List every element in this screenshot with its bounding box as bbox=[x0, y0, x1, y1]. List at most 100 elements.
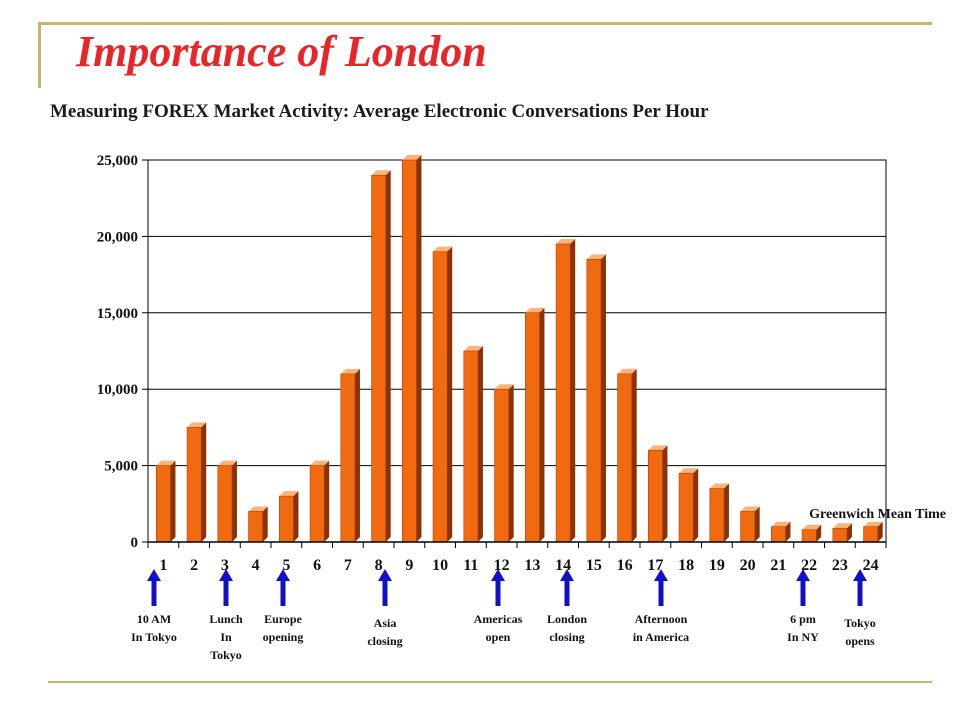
bar-front bbox=[402, 159, 417, 543]
x-tick-label: 20 bbox=[740, 557, 756, 574]
x-tick-label: 19 bbox=[709, 557, 725, 574]
bar-front bbox=[678, 472, 694, 543]
annotation-label: closing bbox=[367, 634, 402, 648]
bar-side bbox=[539, 307, 545, 542]
bar-top bbox=[617, 368, 637, 374]
annotation-label: open bbox=[486, 630, 511, 644]
bar-top bbox=[556, 239, 576, 245]
bar-side bbox=[385, 170, 391, 542]
bar bbox=[432, 246, 453, 543]
x-tick-label: 5 bbox=[282, 557, 290, 574]
bar-front bbox=[740, 511, 755, 543]
y-tick-label: 0 bbox=[131, 535, 139, 551]
bar-side bbox=[846, 523, 852, 542]
arrow-shaft bbox=[151, 580, 157, 606]
bar-side bbox=[324, 460, 330, 542]
bar-front bbox=[494, 388, 509, 543]
event-annotation: 10 AM In Tokyo bbox=[131, 569, 177, 644]
bar bbox=[371, 170, 391, 543]
bar-side bbox=[231, 460, 237, 542]
annotation-label: opens bbox=[845, 634, 875, 648]
bar-top bbox=[525, 307, 545, 313]
arrow-head bbox=[276, 569, 290, 581]
annotation-label: closing bbox=[549, 630, 584, 644]
bar bbox=[617, 368, 637, 543]
x-tick-label: 24 bbox=[863, 557, 879, 574]
bar-front bbox=[463, 350, 479, 543]
bar bbox=[279, 491, 299, 543]
bar-side bbox=[477, 346, 483, 542]
x-tick-label: 10 bbox=[432, 557, 448, 574]
y-tick-label: 10,000 bbox=[97, 382, 138, 398]
arrow-head bbox=[491, 569, 505, 581]
arrow-shaft bbox=[280, 580, 286, 606]
bar-front bbox=[371, 174, 386, 543]
bar-front bbox=[771, 526, 786, 543]
bar bbox=[248, 506, 268, 543]
bar-side bbox=[293, 491, 299, 542]
arrow-shaft bbox=[857, 580, 863, 606]
arrow-head bbox=[796, 569, 810, 581]
bar-top bbox=[832, 523, 852, 529]
bar-front bbox=[525, 312, 540, 543]
annotation-label: in America bbox=[633, 630, 689, 644]
bar-front bbox=[432, 251, 448, 543]
x-tick-label: 1 bbox=[159, 557, 167, 574]
bar bbox=[586, 254, 606, 543]
x-tick-label: 17 bbox=[647, 557, 663, 574]
bar bbox=[494, 384, 514, 543]
bar-top bbox=[740, 506, 760, 512]
bar-side bbox=[170, 460, 176, 542]
arrow-head bbox=[853, 569, 867, 581]
annotation-label: Tokyo bbox=[210, 648, 242, 662]
arrow-head bbox=[654, 569, 668, 581]
bar-top bbox=[709, 483, 729, 489]
y-tick-label: 25,000 bbox=[97, 153, 138, 169]
x-tick-label: 14 bbox=[555, 557, 571, 574]
bar-top bbox=[187, 422, 207, 428]
arrow-shaft bbox=[382, 580, 388, 606]
y-tick-label: 15,000 bbox=[97, 306, 138, 322]
x-tick-label: 13 bbox=[524, 557, 540, 574]
event-annotation: Tokyo opens bbox=[844, 569, 876, 648]
bar bbox=[740, 506, 760, 543]
annotation-label: 10 AM bbox=[137, 612, 171, 626]
bar-side bbox=[416, 155, 422, 542]
bar-top bbox=[463, 346, 483, 351]
bar bbox=[648, 445, 668, 543]
bar-front bbox=[801, 529, 817, 543]
x-tick-label: 8 bbox=[375, 557, 383, 574]
event-annotation: Afternoon in America bbox=[633, 569, 689, 644]
annotation-label: Tokyo bbox=[844, 616, 876, 630]
arrow-head bbox=[378, 569, 392, 581]
x-tick-label: 6 bbox=[313, 557, 321, 574]
bar bbox=[525, 307, 545, 543]
x-tick-label: 22 bbox=[801, 557, 817, 574]
gmt-note: Greenwich Mean Time bbox=[809, 507, 946, 522]
event-annotation: 6 pm In NY bbox=[787, 569, 819, 644]
bar-top bbox=[494, 384, 514, 390]
annotation-label: Europe bbox=[264, 612, 302, 626]
arrow-head bbox=[219, 569, 233, 581]
bars-layer bbox=[156, 155, 883, 543]
bar bbox=[709, 483, 729, 543]
arrow-head bbox=[147, 569, 161, 581]
bar-front bbox=[156, 465, 171, 543]
bar-top bbox=[279, 491, 299, 497]
bar bbox=[771, 521, 791, 543]
arrow-shaft bbox=[658, 580, 664, 606]
x-tick-label: 21 bbox=[770, 557, 786, 574]
bar-top bbox=[863, 521, 883, 527]
bar-front bbox=[217, 465, 233, 543]
arrow-shaft bbox=[564, 580, 570, 606]
bar-top bbox=[340, 368, 360, 374]
bar bbox=[186, 422, 207, 543]
bar-top bbox=[433, 246, 453, 252]
frame-top-accent bbox=[38, 22, 932, 25]
bar bbox=[217, 460, 237, 543]
bar-top bbox=[648, 445, 668, 451]
annotations-layer: Greenwich Mean Time 10 AM In Tokyo Lunch In T… bbox=[131, 507, 946, 662]
bar-top bbox=[402, 155, 422, 160]
bar bbox=[156, 460, 176, 543]
